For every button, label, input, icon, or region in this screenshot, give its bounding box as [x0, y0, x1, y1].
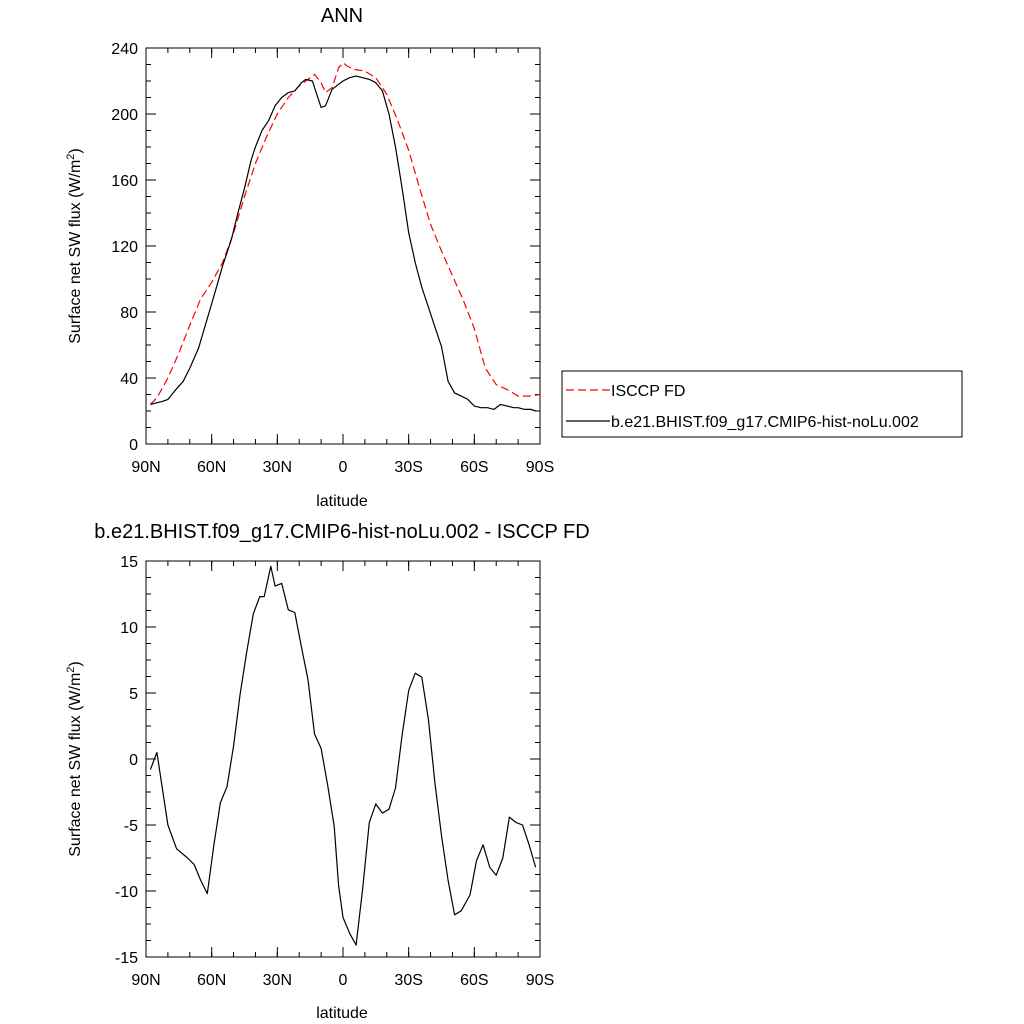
y-axis-label: Surface net SW flux (W/m2) [65, 661, 84, 857]
x-tick-labels: 90N 60N 30N 0 30S 60S 90S [131, 459, 554, 476]
x-axis-label: latitude [316, 1005, 368, 1022]
chart-title: ANN [321, 5, 363, 27]
y-tick-labels: -15 -10 -5 0 5 10 15 [115, 554, 138, 967]
x-axis-label: latitude [316, 493, 368, 510]
y-tick-label: 200 [111, 107, 138, 124]
y-tick-label: 0 [129, 437, 138, 454]
x-tick-label: 30N [263, 972, 292, 989]
series-layer [149, 62, 541, 412]
y-tick-label: 0 [129, 752, 138, 769]
y-tick-label: 5 [129, 686, 138, 703]
x-tick-label: 90N [131, 972, 160, 989]
x-tick-label: 60N [197, 459, 226, 476]
x-tick-label: 60S [460, 459, 488, 476]
y-tick-label: -10 [115, 884, 138, 901]
y-tick-label: 40 [120, 371, 138, 388]
x-tick-label: 60N [197, 972, 226, 989]
legend-label-model: b.e21.BHIST.f09_g17.CMIP6-hist-noLu.002 [611, 414, 919, 431]
x-tick-label: 90S [526, 972, 554, 989]
axis-ticks [145, 560, 541, 958]
y-tick-labels: 0 40 80 120 160 200 240 [111, 41, 138, 454]
y-tick-label: -15 [115, 950, 138, 967]
x-tick-labels: 90N 60N 30N 0 30S 60S 90S [131, 972, 554, 989]
x-tick-label: 60S [460, 972, 488, 989]
chart-title: b.e21.BHIST.f09_g17.CMIP6-hist-noLu.002 … [94, 521, 589, 543]
x-tick-label: 90N [131, 459, 160, 476]
series-line [150, 75, 536, 412]
legend: ISCCP FD b.e21.BHIST.f09_g17.CMIP6-hist-… [561, 370, 963, 438]
y-tick-label: 15 [120, 554, 138, 571]
x-tick-label: 30S [394, 459, 422, 476]
series-line [149, 565, 537, 946]
x-tick-label: 30N [263, 459, 292, 476]
y-axis-label: Surface net SW flux (W/m2) [65, 148, 84, 344]
legend-box [561, 370, 963, 438]
legend-label-isccp: ISCCP FD [611, 383, 685, 400]
x-tick-label: 0 [339, 972, 348, 989]
y-tick-label: 160 [111, 173, 138, 190]
x-tick-label: 90S [526, 459, 554, 476]
axis-ticks [145, 47, 541, 445]
y-tick-label: 10 [120, 620, 138, 637]
y-tick-label: 120 [111, 239, 138, 256]
series-line [149, 62, 541, 405]
y-tick-label: 240 [111, 41, 138, 58]
y-tick-label: -5 [124, 818, 138, 835]
series-layer [149, 565, 537, 946]
plot-frame [145, 560, 541, 958]
panel-difference: b.e21.BHIST.f09_g17.CMIP6-hist-noLu.002 … [65, 521, 590, 1022]
x-tick-label: 30S [394, 972, 422, 989]
plot-frame [145, 47, 541, 445]
y-tick-label: 80 [120, 305, 138, 322]
x-tick-label: 0 [339, 459, 348, 476]
